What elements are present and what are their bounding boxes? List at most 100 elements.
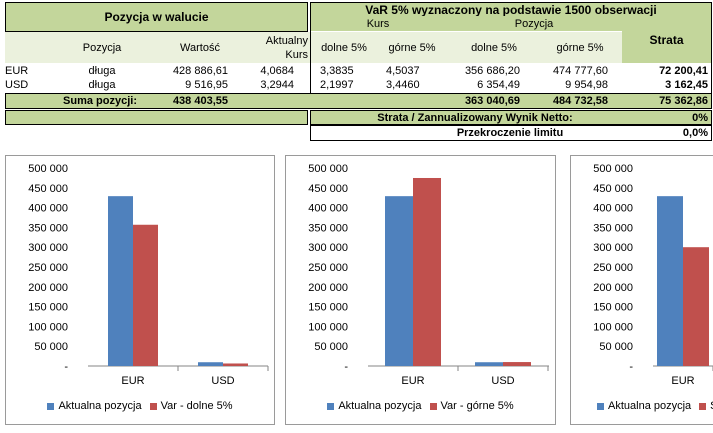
x-tick-label: USD [211,375,234,387]
y-tick-label: 400 000 [593,203,633,215]
legend-swatch-blue [597,402,604,410]
left-footer-band [5,110,308,125]
sum-row-band [5,93,712,109]
y-tick-label: 400 000 [308,203,348,215]
bar-usd-series-0 [475,362,503,366]
bar-usd-series-0 [198,362,223,366]
ratio-label: Strata / Zannualizowany Wynik Netto: [377,111,573,124]
chart-3-legend: Aktualna pozycja Sp [597,400,713,412]
sum-wartosc: 438 403,55 [172,95,228,107]
y-tick-label: 150 000 [308,302,348,314]
row-wartosc: 9 516,95 [185,78,228,91]
legend-item: Aktualna pozycja [327,400,422,412]
legend-label: Aktualna pozycja [608,400,692,412]
y-tick-label: - [629,361,633,373]
y-tick-label: 300 000 [593,242,633,254]
y-tick-label: 300 000 [28,242,68,254]
x-tick-label: EUR [401,375,424,387]
bar-eur-series-0 [385,196,413,366]
sum-strata: 75 362,86 [659,95,708,107]
row-kurs-dolne: 2,1997 [320,78,354,91]
col-poz-gorne: górne 5% [556,41,604,54]
y-tick-label: 150 000 [593,302,633,314]
limit-value: 0,0% [682,127,708,139]
legend-label: Aktualna pozycja [58,400,142,412]
y-tick-label: 350 000 [308,222,348,234]
y-tick-label: 50 000 [34,341,68,353]
y-tick-label: - [344,361,348,373]
pozycja-group-header: Pozycja [514,17,554,30]
row-kurs-gorne: 3,4460 [386,78,420,91]
row-wartosc: 428 886,61 [172,64,228,77]
legend-label: Aktualna pozycja [338,400,422,412]
chart-2-legend: Aktualna pozycja Var - górne 5% [286,400,555,412]
legend-swatch-red [699,402,707,410]
y-tick-label: - [64,361,68,373]
y-tick-label: 50 000 [599,341,633,353]
right-header: VaR 5% wyznaczony na podstawie 1500 obse… [310,2,712,17]
chart-3-svg: - 50 000 100 000 150 000 200 000 250 000 300 0… [593,163,713,387]
ratio-value: 0% [692,111,708,124]
y-tick-label: 300 000 [308,242,348,254]
col-aktualny-kurs-line1: Aktualny [265,34,308,47]
legend-item: Sp [699,400,713,412]
y-tick-label: 250 000 [593,262,633,274]
legend-item: Aktualna pozycja [47,400,142,412]
row-currency: EUR [5,64,29,77]
y-tick-label: 450 000 [593,183,633,195]
ratio-row-band [310,110,712,125]
x-tick-label: EUR [671,375,694,387]
chart-2[interactable]: - 50 000 100 000 150 000 200 000 250 000 300 0… [285,155,556,425]
row-poz-gorne: 9 954,98 [565,78,608,91]
legend-item: Var - górne 5% [429,400,514,412]
bar-eur-series-0 [657,196,683,366]
bar-eur-series-1 [683,247,709,366]
y-tick-label: 200 000 [593,282,633,294]
bar-eur-series-1 [413,177,441,366]
col-kurs-gorne: górne 5% [388,41,436,54]
row-strata: 72 200,41 [659,64,708,77]
y-tick-label: 450 000 [308,183,348,195]
limit-row-band [310,125,712,141]
chart-2-svg: - 50 000 100 000 150 000 200 000 250 000 300 0… [308,163,549,387]
legend-item: Var - dolne 5% [149,400,233,412]
y-tick-label: 250 000 [28,262,68,274]
left-header: Pozycja w walucie [5,2,308,32]
column-header-band [5,32,622,63]
y-tick-label: 150 000 [28,302,68,314]
legend-label: Sp [710,400,713,412]
legend-swatch-red [149,402,157,410]
chart-1[interactable]: - 50 000 100 000 150 000 200 000 250 000 300 0… [5,155,275,425]
row-pozycja: długa [88,64,116,77]
y-tick-label: 400 000 [28,203,68,215]
bar-eur-series-1 [133,224,158,366]
y-tick-label: 50 000 [314,341,348,353]
col-kurs-dolne: dolne 5% [321,41,367,54]
y-tick-label: 350 000 [593,222,633,234]
row-kurs-gorne: 4,5037 [386,64,420,77]
row-poz-dolne: 6 354,49 [477,78,520,91]
row-poz-gorne: 474 777,60 [552,64,608,77]
legend-label: Var - dolne 5% [160,400,233,412]
limit-label: Przekroczenie limitu [456,127,564,139]
bar-usd-series-1 [503,362,531,366]
y-tick-label: 200 000 [28,282,68,294]
kurs-header: Kurs [366,17,390,30]
row-kurs-dolne: 3,3835 [320,64,354,77]
chart-3[interactable]: - 50 000 100 000 150 000 200 000 250 000 300 0… [570,155,713,425]
y-tick-label: 100 000 [308,321,348,333]
chart-1-svg: - 50 000 100 000 150 000 200 000 250 000 300 0… [28,163,269,387]
y-tick-label: 100 000 [593,321,633,333]
col-wartosc: Wartość [180,41,220,54]
row-currency: USD [5,78,29,91]
row-poz-dolne: 356 686,20 [464,64,520,77]
legend-label: Var - górne 5% [440,400,514,412]
y-tick-label: 200 000 [308,282,348,294]
bar-usd-series-1 [223,363,248,366]
strata-header: Strata [622,16,712,63]
legend-swatch-red [429,402,437,410]
col-poz-dolne: dolne 5% [471,41,517,54]
row-strata: 3 162,45 [665,78,708,91]
y-tick-label: 250 000 [308,262,348,274]
chart-1-legend: Aktualna pozycja Var - dolne 5% [6,400,274,412]
